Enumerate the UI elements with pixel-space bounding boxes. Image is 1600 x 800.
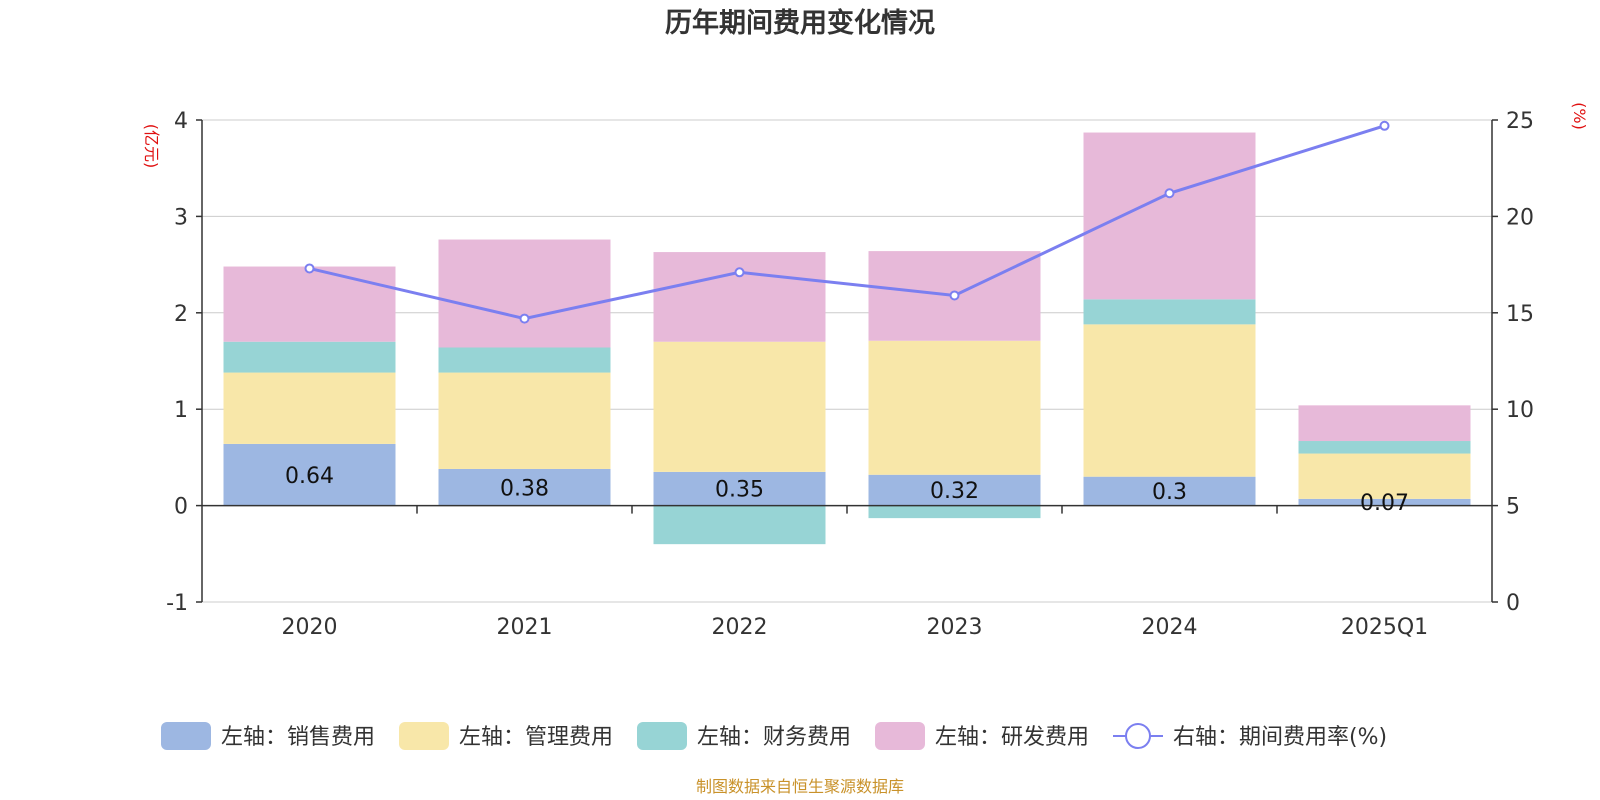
bar-2025Q1-series-2 [1298,453,1471,499]
source-note: 制图数据来自恒生聚源数据库 [696,777,904,796]
legend: 左轴：销售费用 左轴：管理费用 左轴：财务费用 左轴：研发费用 右轴：期间费用率(%) [161,722,1387,750]
left-tick-label: 3 [174,205,188,230]
bar-2024-series-1 [1083,476,1256,506]
rate-point-2022 [734,267,745,278]
right-tick-label: 20 [1506,205,1534,230]
legend-swatch [875,722,925,750]
axes: -1 0 1 2 3 4 0 5 10 15 20 25 2020 2021 2022 2023 2024 202… [166,109,1534,640]
left-tick-label: -1 [166,591,188,616]
left-axis-unit: (亿元) [142,124,161,169]
bar-2022-series-2 [653,341,826,472]
bar-2023-series-3 [868,505,1041,519]
x-tick-label: 2021 [497,615,553,640]
legend-label: 左轴：销售费用 [221,725,375,750]
rate-point-2025Q1 [1379,120,1390,131]
x-tick-label: 2023 [927,615,983,640]
x-tick-label: 2025Q1 [1341,615,1428,640]
bar-2023-series-2 [868,340,1041,475]
x-tick-label: 2024 [1142,615,1198,640]
bar-value-label: 0.3 [1152,480,1187,505]
legend-swatch [637,722,687,750]
rate-point-2024 [1164,188,1175,199]
legend-label: 右轴：期间费用率(%) [1173,725,1387,750]
bar-2024-series-2 [1083,324,1256,477]
bar-value-label: 0.07 [1360,491,1409,516]
bar-2021-series-3 [438,347,611,373]
legend-line-marker [1125,723,1151,749]
bar-labels: 0.64 0.38 0.35 0.32 0.3 0.07 [285,464,1409,516]
bar-2020-series-3 [223,341,396,373]
right-tick-label: 5 [1506,495,1520,520]
right-tick-label: 15 [1506,302,1534,327]
right-axis-unit: (%) [1570,102,1589,130]
bar-2025Q1-series-3 [1298,441,1471,454]
legend-swatch [399,722,449,750]
bar-2020-series-2 [223,372,396,444]
right-tick-label: 0 [1506,591,1520,616]
left-tick-label: 0 [174,495,188,520]
left-tick-label: 4 [174,109,188,134]
right-tick-label: 25 [1506,109,1534,134]
rate-line [304,120,1390,324]
bar-2025Q1-series-1 [1298,498,1471,506]
legend-label: 左轴：研发费用 [935,725,1089,750]
bar-2024-series-4 [1083,132,1256,300]
rate-point-2021 [519,313,530,324]
left-tick-label: 1 [174,398,188,423]
rate-point-2020 [304,263,315,274]
bar-2020-series-4 [223,266,396,342]
bar-value-label: 0.32 [930,479,979,504]
chart-title: 历年期间费用变化情况 [665,7,935,39]
bar-2025Q1-series-4 [1298,405,1471,442]
legend-label: 左轴：财务费用 [697,725,851,750]
bar-2021-series-2 [438,372,611,469]
bar-2021-series-4 [438,239,611,348]
gridlines [202,119,1492,603]
rate-point-2023 [949,290,960,301]
legend-label: 左轴：管理费用 [459,725,613,750]
x-tick-label: 2020 [282,615,338,640]
x-tick-label: 2022 [712,615,768,640]
bar-2024-series-3 [1083,299,1256,325]
bar-value-label: 0.38 [500,476,549,501]
bar-value-label: 0.64 [285,464,334,489]
bar-2020-series-1 [223,443,396,506]
right-tick-label: 10 [1506,398,1534,423]
rate-line-path [309,124,1385,321]
bar-2021-series-1 [438,468,611,506]
bar-2022-series-3 [653,505,826,545]
bars [223,132,1471,545]
bar-2022-series-4 [653,252,826,342]
left-tick-label: 2 [174,302,188,327]
legend-swatch [161,722,211,750]
bar-2023-series-1 [868,474,1041,506]
bar-value-label: 0.35 [715,478,764,503]
bar-2022-series-1 [653,471,826,506]
